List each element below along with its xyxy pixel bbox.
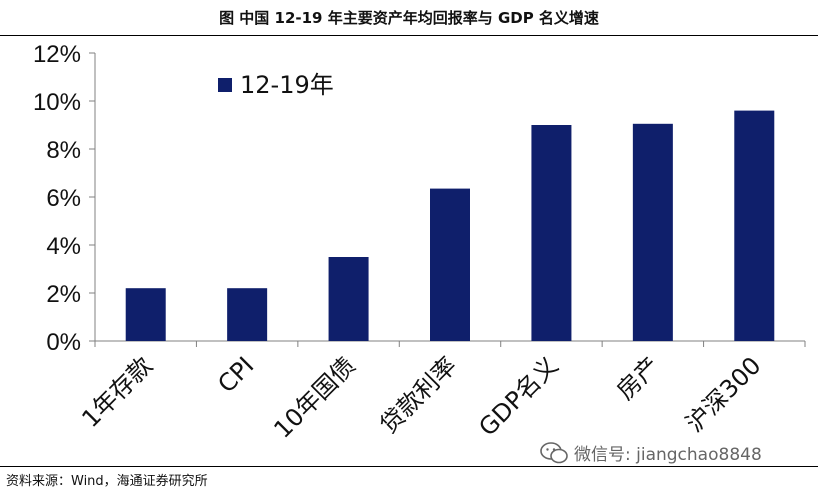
bar — [430, 188, 470, 341]
y-tick-label: 2% — [46, 281, 81, 308]
x-tick-label: CPI — [212, 351, 259, 398]
bar — [328, 257, 369, 341]
bar — [632, 123, 673, 341]
x-tick-label: 10年国债 — [269, 351, 361, 443]
x-tick-label: 1年存款 — [76, 351, 158, 433]
footer-divider — [0, 466, 818, 467]
bar — [734, 110, 775, 341]
x-tick-label: 沪深300 — [680, 351, 766, 437]
x-tick-label: GDP名义 — [473, 351, 563, 441]
wechat-icon — [540, 441, 568, 463]
bar — [125, 288, 166, 341]
legend-label: 12-19年 — [240, 71, 334, 99]
x-tick-label: 房产 — [611, 351, 665, 405]
watermark: 微信号: jiangchao8848 — [540, 440, 762, 465]
legend-swatch — [218, 78, 232, 92]
x-tick-label: 贷款利率 — [375, 351, 463, 439]
y-tick-label: 0% — [46, 329, 81, 356]
chart-title: 图 中国 12-19 年主要资产年均回报率与 GDP 名义增速 — [0, 0, 818, 36]
y-tick-label: 6% — [46, 185, 81, 212]
y-tick-label: 10% — [33, 89, 81, 116]
y-tick-label: 12% — [33, 41, 81, 68]
y-tick-label: 8% — [46, 137, 81, 164]
bar — [531, 125, 572, 341]
bar — [227, 288, 268, 341]
watermark-text: 微信号: jiangchao8848 — [574, 445, 762, 465]
y-tick-label: 4% — [46, 233, 81, 260]
source-note: 资料来源：Wind，海通证券研究所 — [6, 474, 208, 489]
